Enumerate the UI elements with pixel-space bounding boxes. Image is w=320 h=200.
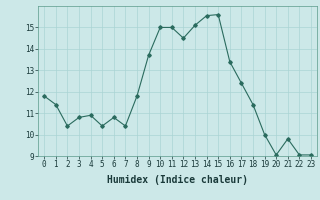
X-axis label: Humidex (Indice chaleur): Humidex (Indice chaleur) [107,175,248,185]
